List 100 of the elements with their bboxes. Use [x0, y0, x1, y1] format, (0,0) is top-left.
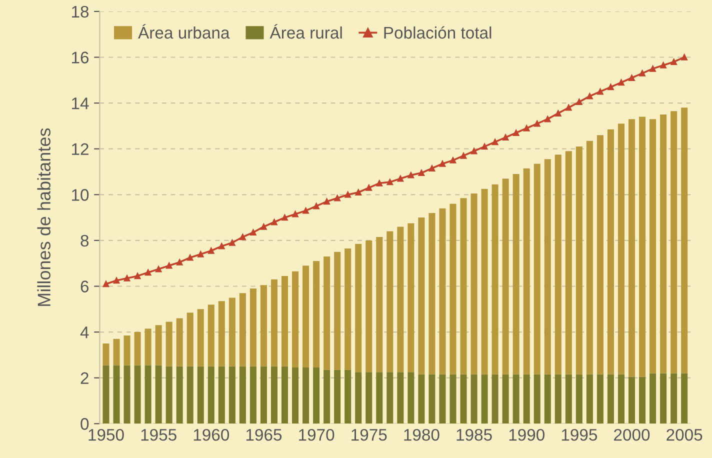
- point: [292, 210, 298, 218]
- point: [670, 58, 677, 65]
- point: [502, 134, 509, 141]
- point: [618, 79, 624, 86]
- bar: [281, 366, 288, 424]
- bar: [492, 184, 498, 374]
- x-tick-label: 2005: [666, 428, 702, 441]
- bar: [270, 279, 278, 366]
- point: [481, 143, 488, 150]
- bar: [386, 231, 394, 372]
- bar: [344, 248, 352, 370]
- x-tick-label: 1990: [509, 428, 544, 441]
- bar: [618, 374, 624, 424]
- bar: [639, 116, 646, 377]
- bar: [596, 374, 604, 424]
- bar: [334, 370, 341, 424]
- bar: [544, 374, 551, 424]
- y-tick-label: 10: [72, 189, 89, 201]
- point: [240, 234, 246, 240]
- point: [144, 269, 152, 276]
- bar: [460, 198, 467, 374]
- bar: [418, 218, 425, 374]
- point: [544, 116, 551, 122]
- point: [512, 130, 520, 136]
- point: [250, 229, 256, 236]
- bar: [586, 140, 593, 374]
- y-tick-label: 4: [80, 326, 89, 338]
- bar: [534, 164, 540, 374]
- bar: [681, 373, 688, 424]
- point: [334, 194, 340, 202]
- bar: [218, 366, 225, 424]
- bar: [260, 366, 267, 424]
- bar: [650, 119, 656, 374]
- bar: [512, 374, 520, 424]
- bar: [596, 135, 604, 374]
- bar: [607, 129, 614, 374]
- bar: [628, 376, 636, 424]
- bar: [366, 372, 372, 424]
- bar: [450, 374, 456, 424]
- bar: [218, 301, 225, 366]
- point: [355, 189, 362, 196]
- point: [523, 125, 530, 132]
- bar: [334, 252, 341, 370]
- bar: [660, 373, 667, 424]
- x-tick-label: 1955: [141, 428, 176, 441]
- bar: [650, 373, 656, 424]
- point: [155, 266, 162, 272]
- bar: [250, 366, 256, 424]
- point: [282, 214, 288, 221]
- bar: [670, 111, 678, 374]
- point: [492, 138, 498, 146]
- legend-label: Población total: [384, 26, 492, 39]
- bar: [534, 374, 540, 424]
- bar: [197, 366, 204, 424]
- point: [166, 262, 172, 269]
- bar: [512, 174, 520, 374]
- y-axis-title: Millones de habitantes: [37, 128, 50, 306]
- y-tick-label: 8: [80, 234, 89, 247]
- bar: [460, 374, 467, 424]
- bar: [544, 159, 551, 374]
- bar: [302, 266, 310, 368]
- bar: [144, 328, 152, 366]
- bar: [176, 366, 183, 424]
- point: [628, 74, 635, 81]
- bar: [281, 276, 288, 366]
- bar: [124, 365, 130, 424]
- point: [134, 272, 141, 280]
- bar: [155, 365, 162, 424]
- bar: [366, 240, 372, 372]
- bar: [239, 293, 246, 366]
- point: [418, 170, 425, 176]
- x-tick-label: 2000: [614, 428, 650, 441]
- bar: [565, 151, 572, 374]
- point: [534, 120, 540, 127]
- point: [450, 157, 456, 164]
- bar: [166, 366, 172, 424]
- bar: [397, 226, 404, 372]
- bar: [344, 370, 352, 424]
- point: [124, 275, 130, 282]
- y-tick-label: 0: [80, 418, 89, 430]
- y-tick-label: 12: [72, 143, 88, 155]
- x-tick-label: 1980: [404, 428, 440, 441]
- point: [597, 88, 604, 95]
- bar: [576, 374, 582, 424]
- bar: [250, 288, 256, 366]
- bar: [502, 374, 509, 424]
- bar: [113, 365, 120, 424]
- point: [439, 160, 446, 167]
- bar: [155, 325, 162, 366]
- y-tick-label: 18: [72, 6, 89, 18]
- bar: [292, 368, 299, 424]
- point: [186, 254, 194, 261]
- point: [460, 152, 467, 159]
- bar: [176, 318, 183, 366]
- bar: [208, 304, 214, 366]
- bar: [470, 374, 478, 424]
- x-tick-label: 1995: [562, 428, 598, 441]
- bar: [239, 366, 246, 424]
- bar: [408, 223, 414, 372]
- point: [324, 198, 330, 205]
